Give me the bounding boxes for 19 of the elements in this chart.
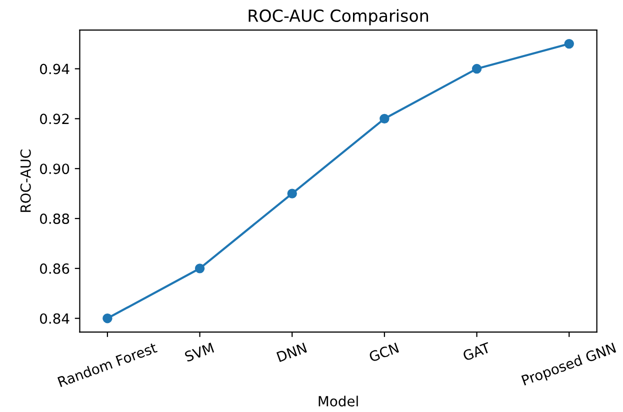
point xyxy=(380,114,390,124)
x-tick-label: GCN xyxy=(368,342,400,362)
point xyxy=(472,64,482,74)
y-tick-label: 0.92 xyxy=(40,114,69,124)
y-tick-label: 0.90 xyxy=(40,164,70,174)
point xyxy=(102,313,112,324)
point xyxy=(194,264,205,274)
y-tick-label: 0.86 xyxy=(40,263,70,274)
y-tick-label: 0.94 xyxy=(40,64,70,74)
point xyxy=(564,38,574,49)
x-tick-label: GAT xyxy=(462,342,492,362)
x-axis-title: Model xyxy=(318,396,358,406)
y-axis-title: ROC-AUC xyxy=(20,150,31,212)
y-tick-label: 0.84 xyxy=(40,313,70,324)
y-tick-label: 0.88 xyxy=(40,213,70,224)
x-tick-label: DNN xyxy=(276,342,307,362)
x-tick-label: SVM xyxy=(184,342,214,362)
point xyxy=(287,188,297,198)
chart-title: ROC-AUC Comparison xyxy=(248,9,428,26)
